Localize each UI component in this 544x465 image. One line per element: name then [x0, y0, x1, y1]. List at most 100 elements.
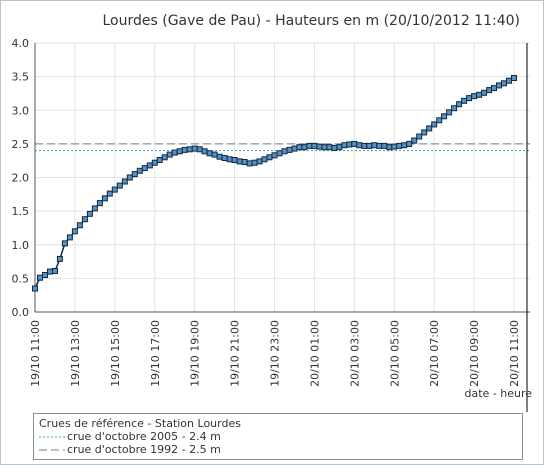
data-point — [446, 109, 453, 116]
legend-title: Crues de référence - Station Lourdes — [39, 417, 241, 430]
x-tick-label: 19/10 15:00 — [109, 320, 122, 387]
data-point — [146, 162, 153, 169]
y-tick-label: 3.0 — [12, 104, 30, 117]
data-point — [61, 240, 68, 247]
data-point — [386, 144, 393, 151]
data-point — [32, 285, 38, 292]
data-point — [321, 144, 328, 151]
chart-title: Lourdes (Gave de Pau) - Hauteurs en m (2… — [102, 13, 520, 29]
data-point — [326, 144, 333, 151]
data-point — [131, 171, 138, 178]
x-tick-label: 19/10 17:00 — [149, 320, 162, 387]
y-tick-label: 1.0 — [12, 239, 30, 252]
data-point — [336, 144, 343, 151]
data-point — [186, 146, 193, 153]
data-point — [441, 113, 448, 120]
data-point — [181, 146, 188, 153]
data-point — [266, 154, 273, 161]
data-point — [471, 93, 478, 100]
data-point — [246, 160, 253, 167]
data-point — [346, 141, 353, 148]
x-tick-label: 20/10 09:00 — [468, 320, 481, 387]
y-tick-label: 2.0 — [12, 172, 30, 185]
data-point — [231, 157, 238, 163]
x-axis: 19/10 11:00 19/10 13:00 19/10 15:00 19/10 1… — [29, 311, 530, 387]
data-point — [481, 89, 488, 96]
data-point — [491, 85, 497, 92]
data-point — [511, 75, 517, 81]
data-point — [47, 268, 53, 275]
data-point — [486, 87, 493, 94]
data-point — [211, 151, 218, 158]
y-tick-label: 0.5 — [12, 272, 30, 285]
data-point — [241, 159, 248, 165]
data-point — [331, 144, 338, 151]
data-point — [351, 140, 358, 147]
data-point — [56, 255, 63, 262]
data-point — [251, 159, 258, 166]
data-point — [436, 117, 443, 124]
legend-entry-1992: crue d'octobre 1992 - 2.5 m — [39, 443, 522, 456]
data-point — [306, 142, 313, 149]
data-point — [356, 142, 363, 149]
data-point — [401, 142, 408, 149]
data-point — [96, 200, 103, 207]
data-point — [216, 153, 223, 160]
data-point — [376, 142, 383, 149]
x-tick-label: 19/10 21:00 — [229, 320, 242, 387]
legend-swatch-dashed — [39, 449, 65, 451]
y-tick-label: 4.0 — [12, 37, 30, 50]
series-water-level — [32, 75, 517, 292]
data-point — [196, 146, 203, 153]
legend: Crues de référence - Station Lourdes cru… — [33, 413, 523, 460]
x-tick-label: 20/10 03:00 — [348, 320, 361, 387]
data-point — [256, 158, 263, 165]
data-point — [341, 142, 348, 149]
data-point — [176, 148, 183, 155]
data-point — [406, 140, 413, 147]
y-tick-label: 1.5 — [12, 205, 30, 218]
data-point — [52, 268, 58, 274]
data-point — [366, 142, 373, 149]
data-point — [276, 150, 283, 157]
x-tick-label: 19/10 19:00 — [189, 320, 202, 387]
data-point — [37, 274, 43, 281]
x-tick-label: 20/10 01:00 — [308, 320, 321, 387]
x-tick-label: 20/10 11:00 — [508, 320, 521, 387]
data-point — [466, 95, 473, 102]
y-tick-label: 0.0 — [12, 306, 30, 319]
legend-swatch-dotted — [39, 436, 65, 438]
data-point — [136, 167, 143, 174]
data-point — [221, 155, 228, 161]
data-point — [261, 156, 268, 163]
y-axis: 0.0 0.5 1.0 1.5 2.0 2.5 3.0 3.5 4.0 — [12, 37, 36, 319]
data-point — [171, 149, 178, 156]
x-tick-label: 19/10 13:00 — [69, 320, 82, 387]
data-point — [431, 121, 438, 128]
data-point — [91, 205, 98, 212]
data-point — [226, 156, 233, 163]
data-point — [361, 142, 368, 149]
data-point — [271, 152, 278, 159]
y-tick-label: 3.5 — [12, 71, 30, 84]
legend-label-1992: crue d'octobre 1992 - 2.5 m — [67, 443, 221, 456]
data-point — [381, 142, 388, 149]
data-point — [81, 216, 88, 223]
data-point — [71, 228, 78, 235]
data-point — [461, 97, 468, 104]
data-point — [106, 190, 113, 197]
data-point — [191, 145, 198, 152]
reference-lines — [35, 143, 530, 152]
data-point — [156, 157, 163, 163]
data-point — [111, 186, 118, 193]
data-point — [126, 174, 133, 181]
data-point — [166, 151, 173, 158]
data-point — [426, 125, 433, 132]
legend-label-2005: crue d'octobre 2005 - 2.4 m — [67, 430, 221, 443]
x-tick-label: 20/10 07:00 — [428, 320, 441, 387]
data-point — [391, 143, 398, 150]
y-tick-label: 2.5 — [12, 138, 30, 151]
legend-entry-2005: crue d'octobre 2005 - 2.4 m — [39, 430, 522, 443]
data-point — [296, 144, 303, 151]
